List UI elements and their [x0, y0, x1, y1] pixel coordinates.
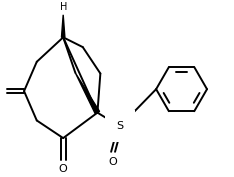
Polygon shape	[75, 73, 100, 114]
Text: O: O	[59, 164, 68, 175]
Text: S: S	[116, 121, 124, 131]
Text: H: H	[59, 2, 67, 12]
Polygon shape	[62, 15, 65, 37]
Text: O: O	[109, 157, 117, 167]
